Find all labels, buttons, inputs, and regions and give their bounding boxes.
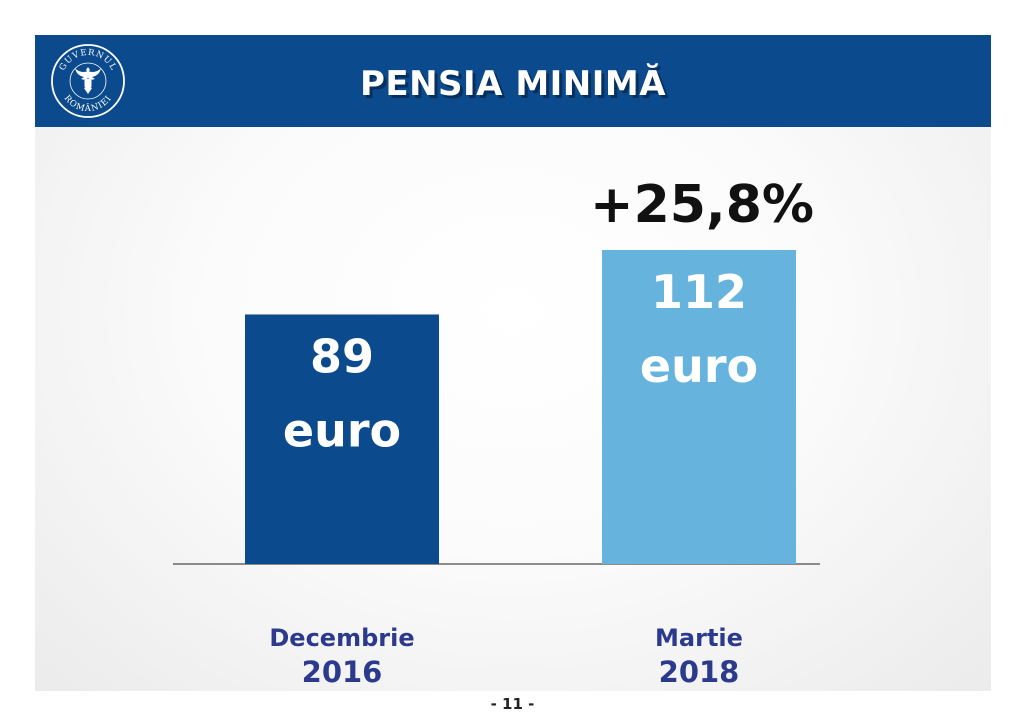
page-number: - 11 -: [490, 695, 535, 713]
bar-chart: 89 euro Decembrie 2016 112 euro Martie 2018 +25,…: [173, 175, 820, 689]
government-emblem-icon: GUVERNUL ROMÂNIEI: [51, 44, 125, 118]
growth-annotation: +25,8%: [590, 175, 814, 235]
category-label: Martie: [655, 624, 743, 652]
slide: PENSIA MINIMĂ GUVERNUL ROMÂNIEI 89 euro De…: [35, 35, 991, 691]
page-title: PENSIA MINIMĂ: [359, 64, 667, 104]
category-label: 2018: [659, 655, 740, 689]
bar-2016: [245, 314, 439, 564]
bar-unit-label: euro: [640, 339, 758, 393]
category-label: Decembrie: [269, 624, 414, 652]
header-bar: [35, 35, 991, 127]
bar-unit-label: euro: [283, 403, 401, 457]
bar-value-label: 89: [310, 329, 374, 383]
category-label: 2016: [302, 655, 383, 689]
bar-value-label: 112: [651, 265, 747, 319]
bar-2018: [602, 250, 796, 564]
